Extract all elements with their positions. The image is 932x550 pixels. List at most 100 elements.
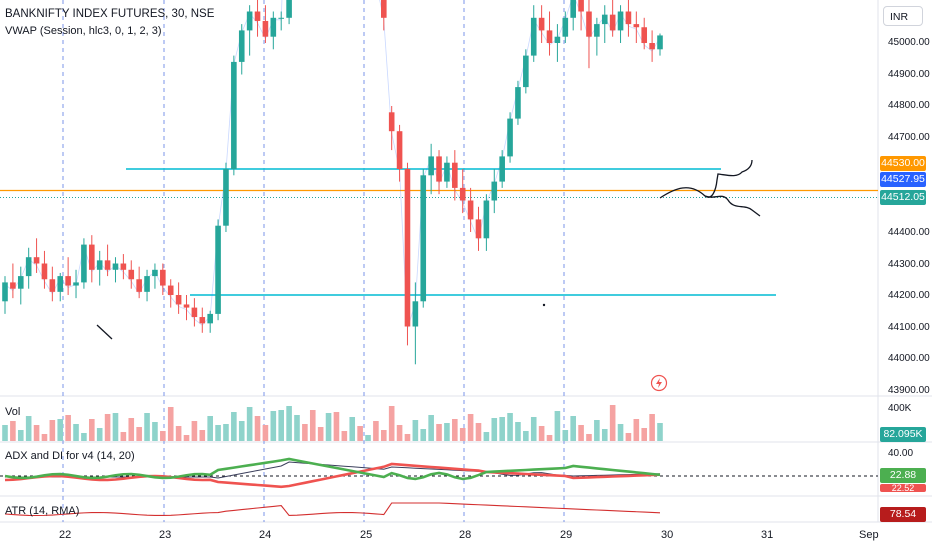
candle-body <box>601 14 608 25</box>
candlesticks <box>2 0 663 365</box>
volume-bar <box>633 419 640 441</box>
candle-body <box>207 313 213 324</box>
volume-bar <box>144 413 150 441</box>
drawing-upper <box>659 159 753 199</box>
volume-bar <box>207 416 213 441</box>
candle-body <box>136 279 142 292</box>
candle-body <box>144 276 150 292</box>
candle-body <box>420 175 427 302</box>
volume-bar <box>349 417 356 441</box>
lightning-icon[interactable] <box>650 374 668 392</box>
volume-bar <box>65 415 71 441</box>
candle-body <box>617 11 624 31</box>
date-label: 29 <box>560 529 573 541</box>
candle-body <box>120 263 127 270</box>
volume-bar <box>475 423 482 441</box>
candle-body <box>199 317 206 324</box>
candle-body <box>152 269 158 277</box>
candle-body <box>467 200 474 220</box>
candle-body <box>104 260 111 270</box>
volume-bar <box>25 416 32 441</box>
candle-body <box>57 276 64 292</box>
volume-bar <box>578 425 584 441</box>
volume-bar <box>586 434 592 441</box>
volume-bar <box>641 428 648 441</box>
candle-body <box>625 11 632 25</box>
date-label: 28 <box>459 529 472 541</box>
candle-body <box>183 304 190 308</box>
volume-bar <box>388 406 395 441</box>
volume-bar <box>17 430 24 441</box>
candle-body <box>2 282 8 302</box>
candle-body <box>649 43 655 50</box>
candle-body <box>160 269 166 286</box>
volume-bar <box>325 413 332 441</box>
volume-bar <box>238 421 245 441</box>
volume-bar <box>499 417 505 441</box>
volume-bar <box>96 428 103 441</box>
volume-bar <box>530 417 537 441</box>
candle-body <box>396 131 403 169</box>
candle-body <box>10 282 16 289</box>
volume-bar <box>302 424 308 441</box>
candle-body <box>507 118 513 157</box>
volume-bar <box>357 426 363 441</box>
atr-badge: 78.54 <box>880 507 926 522</box>
volume-bar <box>246 407 253 441</box>
volume-bar <box>73 424 79 441</box>
candle-body <box>578 0 584 12</box>
candle-body <box>491 181 498 201</box>
volume-bar <box>538 426 545 441</box>
date-label: Sep <box>859 529 879 541</box>
candle-body <box>278 17 285 19</box>
volume-bar <box>373 421 379 441</box>
volume-bar <box>546 435 553 441</box>
di-plus-line <box>4 457 661 481</box>
vwap-legend[interactable]: VWAP (Session, hlc3, 0, 1, 2, 3) <box>5 25 162 37</box>
candle-body <box>128 269 135 280</box>
candle-body <box>436 156 442 182</box>
volume-bar <box>507 413 513 441</box>
last-price-badge: 44512.05 <box>880 190 926 205</box>
price-label: 44200.00 <box>888 290 930 301</box>
volume-bar <box>167 407 174 441</box>
price-label: 44100.00 <box>888 322 930 333</box>
candle-body <box>554 36 561 43</box>
volume-bar <box>609 405 616 441</box>
volume-bar <box>104 414 111 441</box>
drawing-left <box>96 324 113 340</box>
candle-body <box>223 169 229 226</box>
currency-button[interactable]: INR <box>883 6 923 26</box>
candle-body <box>191 307 198 318</box>
volume-bar <box>183 435 190 441</box>
volume-bar <box>625 433 632 441</box>
vol-legend[interactable]: Vol <box>5 406 21 418</box>
candle-body <box>657 35 663 50</box>
volume-bar <box>657 423 663 441</box>
volume-bar <box>365 435 371 441</box>
candle-body <box>41 263 48 280</box>
price-label: 44000.00 <box>888 353 930 364</box>
date-label: 30 <box>661 529 674 541</box>
volume-bar <box>128 418 135 441</box>
horizontal-levels[interactable] <box>0 0 878 296</box>
price-label: 44700.00 <box>888 132 930 143</box>
volume-bar <box>231 412 237 441</box>
volume-bar <box>175 426 182 441</box>
atr-legend[interactable]: ATR (14, RMA) <box>5 505 80 517</box>
candle-body <box>570 0 576 18</box>
volume-bar <box>49 420 56 441</box>
candle-body <box>175 295 182 305</box>
date-label: 31 <box>761 529 774 541</box>
price-label: 43900.00 <box>888 385 930 396</box>
volume-bar <box>223 424 229 441</box>
drawing-dot <box>542 303 546 307</box>
hand-drawings[interactable] <box>96 159 761 340</box>
volume-bar <box>33 425 40 441</box>
adx-legend[interactable]: ADX and DI for v4 (14, 20) <box>5 450 135 462</box>
candle-body <box>452 162 458 188</box>
volume-bar <box>412 420 419 441</box>
candle-body <box>73 282 79 286</box>
volume-bar <box>483 432 490 441</box>
